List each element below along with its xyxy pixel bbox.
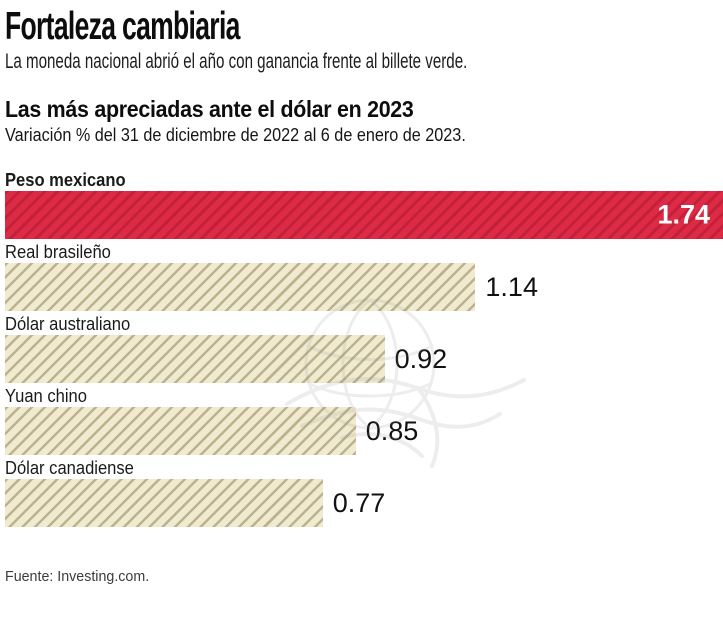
chart-row-yuan-chino: Yuan chino 0.85 — [5, 386, 723, 458]
bar-track: 1.74 — [5, 191, 723, 239]
bar-track: 1.14 — [5, 263, 723, 311]
bar-chart: Peso mexicano 1.74 Real brasileño 1.14 D… — [5, 170, 723, 530]
bar-label-peso-mexicano: Peso mexicano — [5, 170, 126, 190]
bar-dolar-canadiense — [5, 479, 323, 527]
bar-track: 0.85 — [5, 407, 723, 455]
page-title: Fortaleza cambiaria — [5, 5, 240, 48]
chart-row-real-brasileno: Real brasileño 1.14 — [5, 242, 723, 314]
bar-label-yuan-chino: Yuan chino — [5, 386, 87, 406]
bar-label-dolar-canadiense: Dólar canadiense — [5, 458, 134, 478]
bar-value-dolar-australiano: 0.92 — [394, 343, 448, 374]
chart-row-peso-mexicano: Peso mexicano 1.74 — [5, 170, 723, 242]
bar-peso-mexicano: 1.74 — [5, 191, 723, 239]
chart-title: Las más apreciadas ante el dólar en 2023 — [5, 96, 414, 122]
chart-row-dolar-australiano: Dólar australiano 0.92 — [5, 314, 723, 386]
bar-value-dolar-canadiense: 0.77 — [332, 487, 386, 518]
page-subtitle: La moneda nacional abrió el año con gana… — [5, 50, 468, 73]
bar-track: 0.92 — [5, 335, 723, 383]
source-credit: Fuente: Investing.com. — [5, 568, 150, 585]
chart-row-dolar-canadiense: Dólar canadiense 0.77 — [5, 458, 723, 530]
bar-value-real-brasileno: 1.14 — [485, 271, 538, 302]
bar-value-peso-mexicano: 1.74 — [657, 199, 710, 230]
bar-track: 0.77 — [5, 479, 723, 527]
bar-label-real-brasileno: Real brasileño — [5, 242, 111, 262]
bar-label-dolar-australiano: Dólar australiano — [5, 314, 131, 334]
bar-dolar-australiano — [5, 335, 385, 383]
chart-subtitle: Variación % del 31 de diciembre de 2022 … — [5, 125, 466, 145]
bar-value-yuan-chino: 0.85 — [365, 415, 419, 446]
bar-real-brasileno — [5, 263, 476, 311]
bar-yuan-chino — [5, 407, 356, 455]
